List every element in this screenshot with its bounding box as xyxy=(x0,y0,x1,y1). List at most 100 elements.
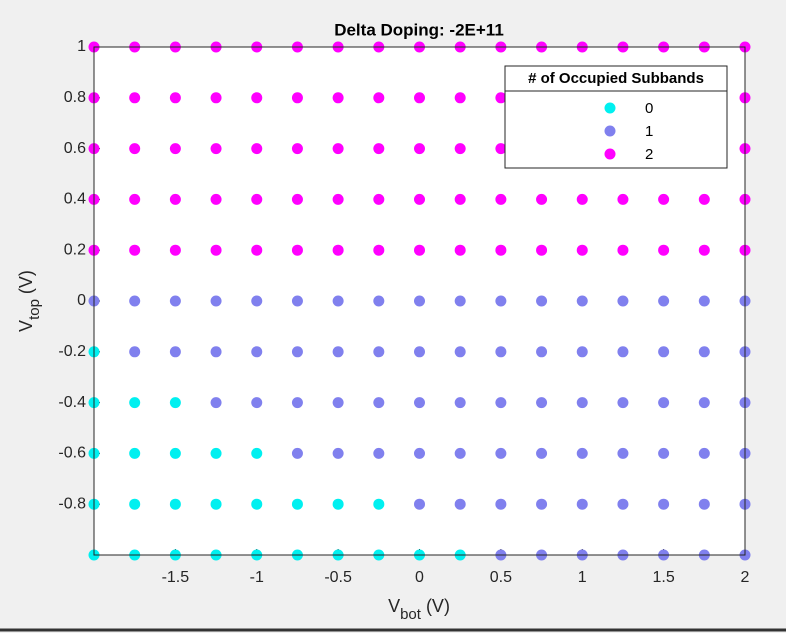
legend-marker xyxy=(604,125,616,137)
point xyxy=(210,92,222,104)
y-tick-label: 0.2 xyxy=(64,241,86,258)
point xyxy=(414,498,425,510)
point xyxy=(617,498,629,510)
point xyxy=(332,295,344,307)
point xyxy=(169,92,181,104)
point xyxy=(495,193,507,205)
point xyxy=(658,447,670,459)
point xyxy=(129,193,141,205)
point xyxy=(291,397,303,409)
point xyxy=(576,397,588,409)
point xyxy=(210,447,222,459)
point xyxy=(658,397,670,409)
point xyxy=(495,244,507,256)
y-label-sub: top xyxy=(26,299,43,320)
point xyxy=(698,244,710,256)
legend-box xyxy=(504,65,728,169)
point xyxy=(251,295,263,307)
y-tick-label: 1 xyxy=(77,38,86,55)
x-axis-label: Vbot (V) xyxy=(388,596,450,623)
point xyxy=(373,346,385,358)
point xyxy=(169,193,181,205)
point xyxy=(414,193,425,205)
point xyxy=(373,397,385,409)
point xyxy=(129,244,141,256)
point xyxy=(495,397,507,409)
point xyxy=(291,193,303,205)
point xyxy=(332,346,344,358)
point xyxy=(454,92,466,104)
point xyxy=(414,295,425,307)
legend-label: 0 xyxy=(645,100,653,117)
point xyxy=(210,498,222,510)
point xyxy=(536,498,548,510)
point xyxy=(658,498,670,510)
legend-marker xyxy=(604,102,616,114)
point xyxy=(251,498,263,510)
y-tick-label: -0.4 xyxy=(58,394,86,411)
axes-box xyxy=(93,46,746,556)
point xyxy=(414,447,425,459)
point xyxy=(210,295,222,307)
x-tick-label: -1 xyxy=(250,569,264,586)
point xyxy=(332,92,344,104)
point xyxy=(698,498,710,510)
point xyxy=(373,193,385,205)
point xyxy=(617,295,629,307)
point xyxy=(251,447,263,459)
point xyxy=(210,346,222,358)
point xyxy=(495,92,507,104)
point xyxy=(536,346,548,358)
point xyxy=(454,295,466,307)
point xyxy=(291,346,303,358)
point xyxy=(169,498,181,510)
point xyxy=(210,143,222,155)
point xyxy=(373,498,385,510)
point xyxy=(291,244,303,256)
point xyxy=(536,193,548,205)
point xyxy=(576,346,588,358)
point xyxy=(251,193,263,205)
y-tick-label: 0.8 xyxy=(64,89,86,106)
point xyxy=(454,397,466,409)
point xyxy=(576,498,588,510)
y-label-main: V xyxy=(16,320,36,332)
point xyxy=(536,295,548,307)
point xyxy=(129,498,141,510)
y-tick-label: 0.6 xyxy=(64,140,86,157)
point xyxy=(332,397,344,409)
y-tick-label: 0 xyxy=(77,292,86,309)
point xyxy=(454,244,466,256)
point xyxy=(129,397,141,409)
point xyxy=(373,143,385,155)
point xyxy=(332,193,344,205)
x-tick-label: 2 xyxy=(741,569,750,586)
point xyxy=(129,447,141,459)
point xyxy=(536,397,548,409)
point xyxy=(617,193,629,205)
point xyxy=(454,193,466,205)
y-tick-label: 0.4 xyxy=(64,191,86,208)
point xyxy=(414,92,425,104)
legend-label: 1 xyxy=(645,123,653,140)
y-label-unit: (V) xyxy=(16,270,36,294)
point xyxy=(251,143,263,155)
point xyxy=(251,346,263,358)
legend-label: 2 xyxy=(645,146,653,163)
x-tick-label: -0.5 xyxy=(324,569,352,586)
point xyxy=(169,143,181,155)
point xyxy=(576,244,588,256)
point xyxy=(454,346,466,358)
point xyxy=(251,244,263,256)
y-tick-label: -0.2 xyxy=(58,343,86,360)
point xyxy=(373,244,385,256)
point xyxy=(373,447,385,459)
point xyxy=(658,193,670,205)
point xyxy=(536,244,548,256)
point xyxy=(251,397,263,409)
point xyxy=(698,193,710,205)
point xyxy=(332,447,344,459)
point xyxy=(129,295,141,307)
